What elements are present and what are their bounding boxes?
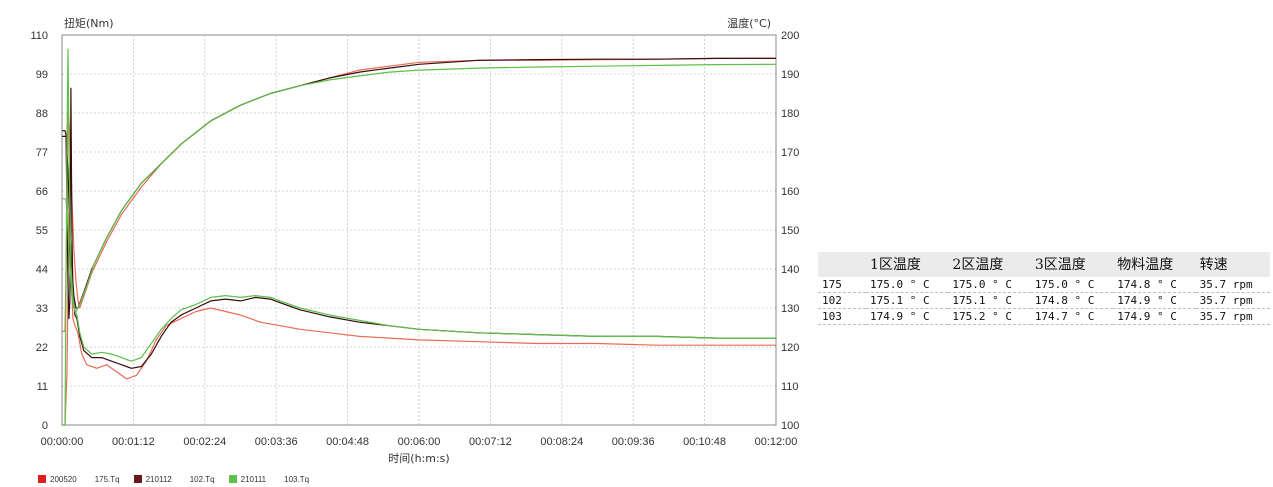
x-axis-title: 时间(h:m:s) [388, 452, 449, 465]
x-tick-label: 00:02:24 [183, 436, 226, 448]
table-cell: 174.7 ° C [1030, 308, 1114, 325]
y-right-tick-label: 110 [781, 381, 799, 393]
legend-code: 200520 [50, 474, 77, 484]
table-cell: 174.9 ° C [1113, 308, 1196, 325]
x-tick-label: 00:12:00 [755, 436, 798, 448]
x-tick-label: 00:00:00 [41, 436, 84, 448]
table-cell: 174.8 ° C [1113, 277, 1196, 293]
y-right-tick-label: 100 [781, 420, 799, 432]
legend-series-name: 103.Tq [284, 474, 310, 484]
x-tick-label: 00:07:12 [469, 436, 512, 448]
legend-series-name: 175.Tq [94, 474, 120, 484]
x-tick-label: 00:03:36 [255, 436, 298, 448]
y-left-tick-label: 88 [36, 108, 48, 120]
y-left-tick-label: 0 [42, 420, 48, 432]
x-tick-label: 00:06:00 [398, 436, 441, 448]
legend-item: 200520 175.Tq [38, 472, 120, 486]
x-tick-label: 00:10:48 [683, 436, 726, 448]
table-cell: 35.7 rpm [1195, 292, 1270, 309]
table-header-cell: 2区温度 [952, 257, 1004, 273]
table-header-cell: 转速 [1199, 257, 1228, 273]
series-line-175-torque [62, 211, 776, 426]
table-cell: 175.1 ° C [948, 292, 1031, 309]
table-cell: 174.9 ° C [866, 308, 949, 325]
y-right-tick-label: 170 [781, 147, 799, 159]
chart-legend: 200520 175.Tq 210112 102.Tq 210111 103.Tq [38, 472, 323, 486]
row-label-cell: 102 [818, 292, 866, 309]
y-left-tick-label: 55 [36, 225, 48, 237]
table-cell: 35.7 rpm [1195, 277, 1270, 293]
legend-item: 210111 103.Tq [228, 472, 310, 486]
legend-code: 210112 [145, 474, 172, 484]
table-header-cell: 3区温度 [1034, 257, 1086, 273]
y-left-tick-label: 110 [30, 30, 48, 42]
plot-frame [61, 34, 777, 426]
torque-temperature-chart: 0 11 22 33 44 55 66 77 88 99 110 100 110 120 130 140 150… [30, 16, 799, 486]
series-line-103-torque [62, 48, 776, 426]
table-header-cell: 物料温度 [1117, 257, 1174, 273]
table-cell: 174.9 ° C [1113, 292, 1196, 309]
y-left-tick-label: 99 [36, 69, 48, 81]
y-left-tick-label: 66 [36, 186, 48, 198]
y-right-tick-label: 200 [781, 30, 799, 42]
y-right-tick-label: 190 [781, 69, 799, 81]
series-line-103-temp [62, 63, 777, 313]
y-left-tick-label: 33 [36, 303, 48, 315]
y-right-tick-label: 140 [781, 264, 799, 276]
y-right-tick-label: 160 [781, 186, 799, 198]
y-right-tick-label: 150 [781, 225, 799, 237]
legend-swatch [38, 475, 46, 483]
chart-svg: 0 11 22 33 44 55 66 77 88 99 110 100 110 120 130 140 150… [30, 16, 799, 465]
x-tick-label: 00:04:48 [326, 436, 369, 448]
x-tick-label: 00:09:36 [612, 436, 655, 448]
y-right-tick-label: 180 [781, 108, 799, 120]
y-left-tick-label: 44 [36, 264, 48, 276]
legend-item: 210112 102.Tq [133, 472, 215, 486]
legend-series-name: 102.Tq [189, 474, 215, 484]
x-tick-label: 00:08:24 [540, 436, 583, 448]
table-cell: 175.1 ° C [866, 292, 949, 309]
readings-table: 1区温度 2区温度 3区温度 物料温度 转速 175 175.0 ° C 175.0 ° C… [818, 252, 1270, 325]
row-label-cell: 103 [818, 308, 866, 325]
y-left-tick-label: 11 [37, 381, 48, 393]
table-cell: 174.8 ° C [1030, 292, 1114, 309]
y-right-tick-label: 130 [781, 303, 799, 315]
readings-table-panel: 1区温度 2区温度 3区温度 物料温度 转速 175 175.0 ° C 175.0 ° C… [818, 252, 1270, 325]
y-right-axis-title: 温度(°C) [727, 16, 771, 30]
table-header-cell: 1区温度 [870, 257, 921, 273]
legend-code: 210111 [240, 474, 267, 484]
x-tick-label: 00:01:12 [112, 436, 155, 448]
table-cell: 175.0 ° C [1030, 277, 1114, 293]
table-cell: 175.0 ° C [866, 277, 949, 293]
y-left-tick-label: 22 [36, 342, 48, 354]
table-header-cell [818, 252, 866, 277]
legend-swatch [228, 475, 237, 483]
legend-swatch [133, 475, 142, 483]
table-cell: 175.0 ° C [948, 277, 1031, 293]
row-label-cell: 175 [818, 277, 866, 293]
y-left-axis-title: 扭矩(Nm) [64, 16, 114, 30]
table-header-row: 1区温度 2区温度 3区温度 物料温度 转速 [818, 252, 1270, 277]
table-cell: 35.7 rpm [1195, 308, 1270, 325]
table-cell: 175.2 ° C [948, 308, 1031, 325]
y-left-tick-label: 77 [36, 147, 48, 159]
y-right-tick-label: 120 [781, 342, 799, 354]
